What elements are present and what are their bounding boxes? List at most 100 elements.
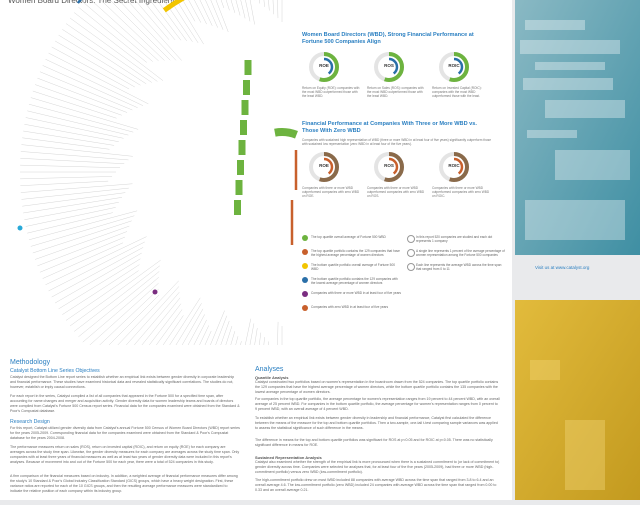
radial-line: [20, 158, 124, 163]
metric-caption: Return on Sales (ROS): companies with th…: [367, 86, 425, 99]
legend-icon: [302, 305, 308, 311]
radial-arc: [275, 132, 297, 135]
radial-line: [201, 0, 229, 10]
legend-item: Companies with zero WBD in at least four…: [302, 305, 401, 309]
radial-line: [275, 322, 278, 345]
metric-label: ROE: [313, 63, 335, 68]
metric-label: ROIC: [443, 163, 465, 168]
legend-text: In this report 520 companies are studied…: [416, 235, 492, 243]
radial-line: [241, 328, 257, 345]
radial-dot: [18, 226, 23, 231]
radial-line: [221, 0, 245, 18]
section-intro: Companies with sustained high representa…: [302, 138, 492, 146]
metric-label: ROE: [313, 163, 335, 168]
metric-caption: Companies with three or more WBD outperf…: [367, 186, 425, 199]
radial-line: [21, 151, 129, 159]
metric-label: ROS: [378, 163, 400, 168]
paragraph: For each report in the series, Catalyst …: [10, 394, 240, 414]
metric-label: ROIC: [443, 63, 465, 68]
legend-item: The bottom quartile portfolio overall av…: [302, 263, 401, 271]
radial-dot: [153, 290, 158, 295]
radial-line: [52, 247, 143, 297]
metric: ROE Companies with three or more WBD out…: [302, 150, 362, 199]
radial-line: [234, 323, 254, 345]
paragraph: The difference in means for the top and …: [255, 438, 500, 448]
radial-line: [43, 65, 138, 107]
radial-line: [49, 242, 145, 291]
legend-item: The top quartile portfolio contains the …: [302, 249, 401, 257]
paragraph: To establish whether an empirical link e…: [255, 416, 500, 431]
radial-line: [261, 341, 268, 345]
sidebar: Visit us at www.catalyst.org: [515, 0, 640, 500]
legend-icon: [302, 291, 308, 297]
legend-item: The top quartile overall average of Fort…: [302, 235, 401, 239]
radial-line: [20, 181, 108, 186]
radial-line: [49, 53, 149, 104]
radial-line: [195, 0, 224, 8]
radial-arc: [164, 0, 208, 10]
metric: ROS Return on Sales (ROS): companies wit…: [367, 50, 427, 99]
metric-caption: Companies with three or more WBD outperf…: [302, 186, 360, 199]
radial-line: [21, 184, 133, 193]
sidebar-art: [515, 0, 640, 500]
radial-line: [139, 298, 200, 345]
legend-icon: [407, 235, 415, 243]
metric-caption: Return on Invested Capital (ROIC): compa…: [432, 86, 490, 99]
legend-item: Each line represents the average WBD acr…: [407, 263, 506, 271]
radial-line: [97, 0, 171, 60]
radial-line: [275, 0, 278, 18]
legend-icon: [302, 263, 308, 269]
radial-line: [97, 295, 159, 345]
metric: ROIC Companies with three or more WBD ou…: [432, 150, 492, 199]
radial-line: [134, 315, 184, 345]
radial-line: [62, 265, 139, 315]
legend-text: Companies with zero WBD in at least four…: [311, 305, 388, 309]
sub-heading: Research Design: [10, 419, 50, 425]
radial-line: [70, 260, 161, 326]
metric: ROIC Return on Invested Capital (ROIC): …: [432, 50, 492, 99]
radial-line: [151, 309, 203, 345]
legend-text: The bottom quartile portfolio overall av…: [311, 263, 395, 271]
radial-line: [175, 331, 211, 345]
radial-line: [55, 41, 135, 87]
radial-line: [27, 213, 113, 234]
radial-line: [66, 271, 139, 321]
section-heading: Methodology: [10, 359, 50, 366]
legend-text: Companies with three or more WBD in at l…: [311, 291, 401, 295]
paragraph: Catalyst also examined whether the stren…: [255, 460, 500, 475]
radial-line: [107, 0, 182, 61]
radial-line: [182, 311, 225, 345]
legend-item: A single line represents 1 percent of th…: [407, 249, 506, 257]
radial-line: [128, 310, 182, 345]
site-link[interactable]: Visit us at www.catalyst.org: [535, 265, 589, 270]
paragraph: The high-commitment portfolio drew on mo…: [255, 478, 500, 493]
radial-line: [22, 138, 109, 149]
radial-line: [31, 216, 135, 247]
radial-line: [21, 145, 132, 157]
radial-line: [248, 0, 260, 3]
legend-icon: [407, 263, 415, 271]
radial-line: [20, 176, 112, 178]
radial-line: [20, 165, 120, 168]
radial-line: [92, 0, 165, 60]
paragraph: For this report, Catalyst utilized gende…: [10, 426, 240, 441]
radial-line: [102, 281, 179, 345]
metric: ROS Companies with three or more WBD out…: [367, 150, 427, 199]
radial-line: [33, 91, 117, 118]
legend-text: The bottom quartile portfolio contains t…: [311, 277, 398, 285]
radial-line: [24, 202, 118, 219]
legend-item: The bottom quartile portfolio contains t…: [302, 277, 401, 285]
radial-line: [70, 18, 157, 81]
metric-caption: Return on Equity (ROE): companies with t…: [302, 86, 360, 99]
radial-line: [21, 188, 128, 199]
metric-label: ROS: [378, 63, 400, 68]
radial-line: [27, 111, 128, 135]
paragraph: The performance measures return on sales…: [10, 445, 240, 465]
legend-icon: [302, 277, 308, 283]
metric-caption: Companies with three or more WBD outperf…: [432, 186, 490, 199]
radial-line: [261, 0, 269, 10]
legend-icon: [407, 249, 415, 257]
radial-line: [66, 24, 152, 83]
legend-item: In this report 520 companies are studied…: [407, 235, 506, 243]
